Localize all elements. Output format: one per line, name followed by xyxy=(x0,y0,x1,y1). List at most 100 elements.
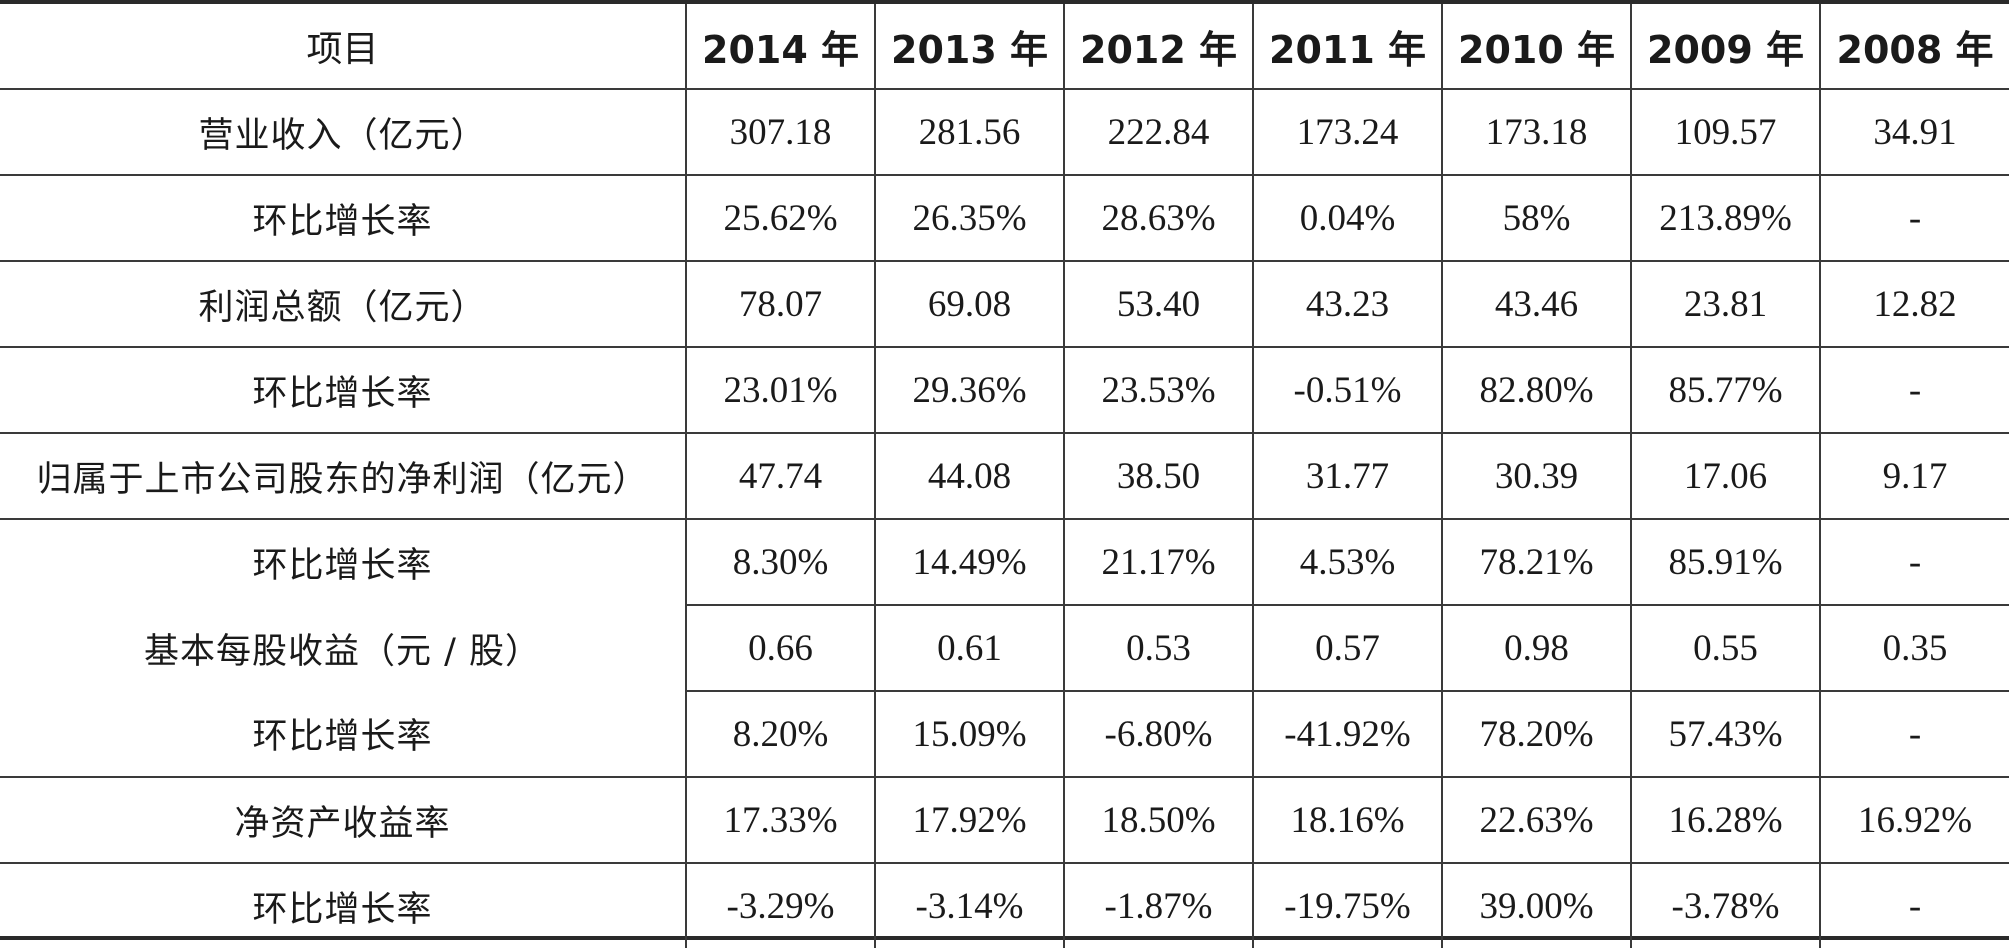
table-cell: 30.39 xyxy=(1441,433,1631,520)
table-cell: 57.43% xyxy=(1630,691,1820,778)
table-cell: 47.74 xyxy=(685,433,875,520)
table-cell: 85.77% xyxy=(1630,347,1820,434)
table-cell: 78.20% xyxy=(1441,691,1631,778)
table-cell: 0.57 xyxy=(1252,605,1442,692)
table-cell: 69.08 xyxy=(874,261,1064,348)
table-row: 环比增长率 8.30% 14.49% 21.17% 4.53% 78.21% 8… xyxy=(0,519,2009,606)
table-cell: - xyxy=(1819,175,2009,262)
table-cell: 12.82 xyxy=(1819,261,2009,348)
table-cell: 38.50 xyxy=(1063,433,1253,520)
table-cell: -3.29% xyxy=(685,863,875,948)
table-cell: 0.04% xyxy=(1252,175,1442,262)
table-cell: 0.61 xyxy=(874,605,1064,692)
table-cell: -0.51% xyxy=(1252,347,1442,434)
table-cell: 0.66 xyxy=(685,605,875,692)
table-cell: -3.78% xyxy=(1630,863,1820,948)
table-cell: 26.35% xyxy=(874,175,1064,262)
table-cell: -1.87% xyxy=(1063,863,1253,948)
row-label: 营业收入（亿元） xyxy=(0,89,686,176)
row-label: 归属于上市公司股东的净利润（亿元） xyxy=(0,433,686,520)
table-row: 净资产收益率 17.33% 17.92% 18.50% 18.16% 22.63… xyxy=(0,777,2009,864)
table-cell: 0.35 xyxy=(1819,605,2009,692)
table-cell: 58% xyxy=(1441,175,1631,262)
table-cell: 18.16% xyxy=(1252,777,1442,864)
table-cell: 23.01% xyxy=(685,347,875,434)
row-label: 净资产收益率 xyxy=(0,777,686,864)
header-year: 2010 年 xyxy=(1441,4,1631,90)
financial-table: 项目 2014 年 2013 年 2012 年 2011 年 2010 年 20… xyxy=(0,4,2009,948)
row-label: 环比增长率 xyxy=(0,347,686,434)
table-cell: 23.81 xyxy=(1630,261,1820,348)
table-row: 基本每股收益（元 / 股） 0.66 0.61 0.53 0.57 0.98 0… xyxy=(0,605,2009,692)
row-label: 环比增长率 xyxy=(0,175,686,262)
table-cell: 16.28% xyxy=(1630,777,1820,864)
table-row: 归属于上市公司股东的净利润（亿元） 47.74 44.08 38.50 31.7… xyxy=(0,433,2009,520)
header-year: 2014 年 xyxy=(685,4,875,90)
table-cell: 307.18 xyxy=(685,89,875,176)
table-cell: - xyxy=(1819,863,2009,948)
table-cell: 34.91 xyxy=(1819,89,2009,176)
table-cell: -41.92% xyxy=(1252,691,1442,778)
table-cell: 8.20% xyxy=(685,691,875,778)
table-cell: 4.53% xyxy=(1252,519,1442,606)
table-cell: 25.62% xyxy=(685,175,875,262)
header-year: 2012 年 xyxy=(1063,4,1253,90)
row-label: 环比增长率 xyxy=(252,889,433,930)
row-label: 利润总额（亿元） xyxy=(0,261,686,348)
table-cell: 28.63% xyxy=(1063,175,1253,262)
header-item: 项目 xyxy=(0,4,686,90)
table-cell: -19.75% xyxy=(1252,863,1442,948)
table-cell: 15.09% xyxy=(874,691,1064,778)
table-cell: 109.57 xyxy=(1630,89,1820,176)
table-cell: 85.91% xyxy=(1630,519,1820,606)
table-cell: 29.36% xyxy=(874,347,1064,434)
table-cell: 43.23 xyxy=(1252,261,1442,348)
table-cell: 17.33% xyxy=(685,777,875,864)
table-cell: 43.46 xyxy=(1441,261,1631,348)
header-year: 2011 年 xyxy=(1252,4,1442,90)
table-cell: 39.00% xyxy=(1441,863,1631,948)
table-cell: -6.80% xyxy=(1063,691,1253,778)
table-row: 环比增长率 25.62% 26.35% 28.63% 0.04% 58% 213… xyxy=(0,175,2009,262)
table-cell: 173.18 xyxy=(1441,89,1631,176)
header-year: 2013 年 xyxy=(874,4,1064,90)
table-cell: 31.77 xyxy=(1252,433,1442,520)
table-cell: 0.53 xyxy=(1063,605,1253,692)
table-cell: 222.84 xyxy=(1063,89,1253,176)
table-cell: 0.98 xyxy=(1441,605,1631,692)
table-row: 环比增长率 23.01% 29.36% 23.53% -0.51% 82.80%… xyxy=(0,347,2009,434)
table-row: 环比增长率 8.20% 15.09% -6.80% -41.92% 78.20%… xyxy=(0,691,2009,778)
table-cell: -3.14% xyxy=(874,863,1064,948)
table-cell: 44.08 xyxy=(874,433,1064,520)
header-year: 2009 年 xyxy=(1630,4,1820,90)
table-cell: 16.92% xyxy=(1819,777,2009,864)
table-cell: 0.55 xyxy=(1630,605,1820,692)
table-cell: 53.40 xyxy=(1063,261,1253,348)
table-row: 利润总额（亿元） 78.07 69.08 53.40 43.23 43.46 2… xyxy=(0,261,2009,348)
row-label: 环比增长率 xyxy=(252,546,433,586)
table-cell: 14.49% xyxy=(874,519,1064,606)
table-cell: 17.92% xyxy=(874,777,1064,864)
table-cell: 213.89% xyxy=(1630,175,1820,262)
header-row: 项目 2014 年 2013 年 2012 年 2011 年 2010 年 20… xyxy=(0,4,2009,90)
table-cell: 82.80% xyxy=(1441,347,1631,434)
table-cell: 22.63% xyxy=(1441,777,1631,864)
table-cell: 78.07 xyxy=(685,261,875,348)
table-cell: 18.50% xyxy=(1063,777,1253,864)
table-cell: 78.21% xyxy=(1441,519,1631,606)
table-row: 营业收入（亿元） 307.18 281.56 222.84 173.24 173… xyxy=(0,89,2009,176)
table-cell: - xyxy=(1819,519,2009,606)
table-cell: 281.56 xyxy=(874,89,1064,176)
table-cell: 23.53% xyxy=(1063,347,1253,434)
table-cell: 8.30% xyxy=(685,519,875,606)
table-cell: 173.24 xyxy=(1252,89,1442,176)
table-cell: 17.06 xyxy=(1630,433,1820,520)
table-cell: 21.17% xyxy=(1063,519,1253,606)
header-year: 2008 年 xyxy=(1819,4,2009,90)
row-label: 环比增长率 xyxy=(0,691,686,778)
table-cell: - xyxy=(1819,347,2009,434)
table-row: 环比增长率 -3.29% -3.14% -1.87% -19.75% 39.00… xyxy=(0,863,2009,948)
table-cell: - xyxy=(1819,691,2009,778)
table-cell: 9.17 xyxy=(1819,433,2009,520)
